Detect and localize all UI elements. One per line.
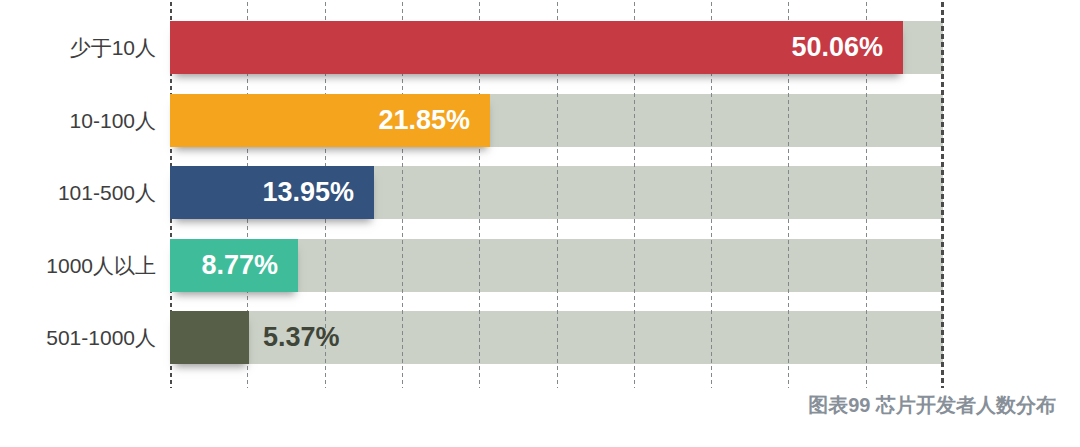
- bar: [170, 311, 249, 364]
- gridline: [866, 2, 867, 388]
- bar-track: [170, 311, 943, 364]
- bar: 21.85%: [170, 94, 490, 147]
- category-label: 1000人以上: [0, 239, 156, 292]
- category-labels-layer: 少于10人 10-100人 101-500人 1000人以上 501-1000人: [0, 0, 1080, 447]
- bar-track: [170, 239, 943, 292]
- gridline: [479, 2, 480, 388]
- gridline: [402, 2, 403, 388]
- axis-line-right: [941, 2, 944, 388]
- grid-layer: [0, 0, 1080, 447]
- value-label: 8.77%: [201, 239, 278, 292]
- bar: 8.77%: [170, 239, 298, 292]
- gridline: [788, 2, 789, 388]
- value-label: 50.06%: [791, 21, 883, 74]
- value-label: 13.95%: [262, 166, 354, 219]
- gridline: [325, 2, 326, 388]
- bar-chart: 50.06% 21.85% 13.95% 8.77% 5.37% 少于10人 10-100…: [0, 0, 1080, 447]
- chart-caption: 图表99 芯片开发者人数分布: [808, 392, 1056, 419]
- bar-track: [170, 21, 943, 74]
- bars-layer: 50.06% 21.85% 13.95% 8.77% 5.37%: [0, 0, 1080, 447]
- gridline: [634, 2, 635, 388]
- category-label: 101-500人: [0, 166, 156, 219]
- category-label: 少于10人: [0, 21, 156, 74]
- bar-track: [170, 94, 943, 147]
- bar-track: [170, 166, 943, 219]
- value-label: 5.37%: [263, 311, 340, 364]
- value-label: 21.85%: [378, 94, 470, 147]
- bar: 50.06%: [170, 21, 903, 74]
- gridline: [557, 2, 558, 388]
- category-label: 501-1000人: [0, 311, 156, 364]
- gridline: [711, 2, 712, 388]
- axis-line-left: [170, 2, 172, 388]
- gridline: [247, 2, 248, 388]
- tracks-layer: [0, 0, 1080, 447]
- bar: 13.95%: [170, 166, 374, 219]
- category-label: 10-100人: [0, 94, 156, 147]
